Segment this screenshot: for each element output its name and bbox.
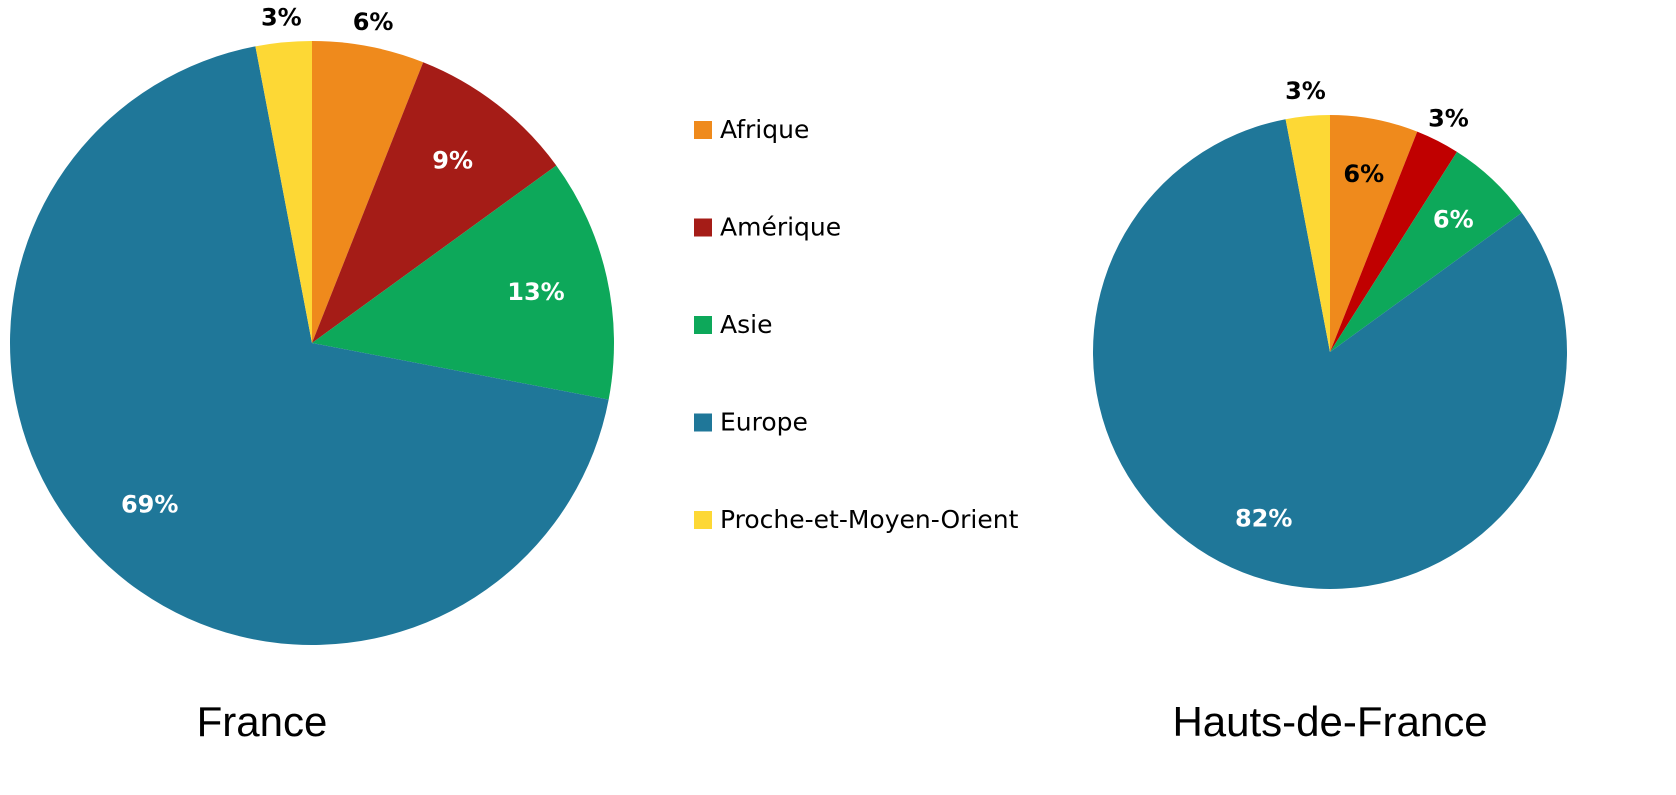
pie-slice [312,62,557,344]
legend-label: Europe [720,408,808,437]
pie-slice [10,46,609,645]
data-label: 69% [121,490,178,518]
pie-slice [1330,151,1522,352]
legend-swatch [694,218,712,237]
chart-title: France [197,698,328,745]
data-label: 13% [507,278,564,306]
legend-swatch [694,413,712,432]
legend-swatch [694,121,712,139]
data-label: 9% [432,147,473,175]
data-label: 3% [1428,104,1469,132]
pie-slice [255,41,312,343]
legend-label: Amérique [720,213,841,242]
pie-slice [1330,131,1457,352]
data-label: 3% [261,3,302,31]
pie-slice [1330,115,1418,352]
legend-label: Proche-et-Moyen-Orient [720,505,1019,534]
pie-slice [1285,115,1330,352]
legend-label: Afrique [720,115,809,144]
chart-title: Hauts-de-France [1172,698,1487,745]
legend-label: Asie [720,310,772,339]
legend-swatch [694,316,712,334]
legend-swatch [694,511,712,529]
pie-slice [312,165,614,400]
data-label: 6% [1343,160,1384,188]
data-label: 6% [353,8,394,36]
data-label: 6% [1433,206,1474,234]
data-label: 3% [1285,77,1326,105]
data-label: 82% [1235,504,1292,532]
pie-slice [312,41,424,343]
pie-slice [1093,119,1567,589]
